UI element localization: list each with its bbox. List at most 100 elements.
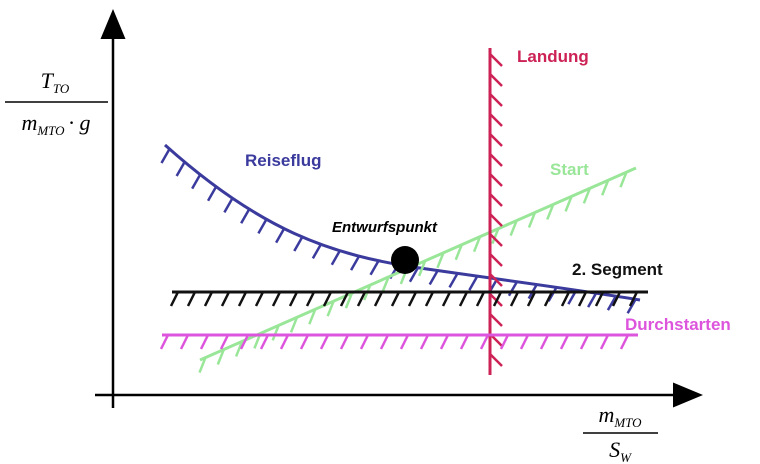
hatch — [279, 334, 290, 350]
hatch — [628, 291, 639, 307]
hatch — [526, 291, 537, 307]
hatch — [441, 291, 452, 307]
hatch — [579, 334, 590, 350]
hatch — [489, 53, 503, 67]
hatch — [619, 334, 630, 350]
hatch — [326, 300, 335, 317]
hatch — [179, 334, 190, 350]
hatch — [288, 291, 299, 307]
hatch — [339, 334, 350, 350]
hatch — [472, 236, 482, 253]
hatch — [308, 308, 317, 325]
hatch — [626, 298, 637, 314]
hatch — [160, 148, 171, 164]
hatch — [311, 243, 322, 259]
hatch — [594, 291, 605, 307]
curve-label: Durchstarten — [625, 315, 731, 334]
hatch — [606, 295, 617, 311]
hatch — [489, 353, 503, 367]
hatch — [424, 291, 435, 307]
curve-label: Start — [550, 160, 589, 179]
y-label-numerator: TTO — [41, 68, 70, 96]
hatch — [489, 273, 503, 287]
hatch — [203, 291, 214, 307]
hatch — [560, 291, 571, 307]
hatch — [373, 291, 384, 307]
hatch — [369, 260, 380, 276]
hatch — [257, 218, 268, 234]
hatch — [305, 291, 316, 307]
hatch — [239, 334, 250, 350]
hatch — [507, 281, 519, 297]
hatch — [448, 272, 459, 288]
hatch — [436, 252, 445, 269]
hatch — [271, 291, 282, 307]
hatch — [599, 334, 610, 350]
hatch — [186, 291, 197, 307]
hatch — [489, 113, 503, 127]
hatch — [293, 236, 304, 252]
curve-label: Reiseflug — [245, 151, 322, 170]
hatch — [390, 291, 401, 307]
hatch — [546, 203, 555, 220]
hatch — [489, 153, 503, 167]
hatch — [381, 276, 390, 293]
hatch — [289, 316, 299, 333]
hatch — [339, 291, 350, 307]
x-label-numerator: mMTO — [598, 402, 642, 430]
hatch — [468, 275, 479, 291]
hatch — [191, 174, 202, 190]
hatch — [587, 292, 598, 308]
hatch — [216, 349, 225, 365]
hatch — [489, 233, 503, 247]
hatch — [509, 220, 518, 237]
hatch — [582, 187, 592, 204]
hatch — [356, 291, 367, 307]
hatch — [234, 340, 244, 357]
hatch — [619, 171, 628, 188]
hatch — [199, 334, 210, 350]
hatch — [206, 186, 218, 202]
hatch — [275, 228, 286, 244]
hatch — [559, 334, 570, 350]
hatch — [491, 228, 500, 245]
curve-label: 2. Segment — [572, 260, 663, 279]
hatch — [417, 260, 427, 277]
hatch — [601, 179, 610, 196]
hatch — [219, 334, 230, 350]
y-label-denominator: mMTO · g — [21, 110, 90, 138]
hatch — [458, 291, 469, 307]
hatch — [489, 93, 503, 107]
hatch — [359, 334, 370, 350]
hatch — [475, 291, 486, 307]
hatch — [539, 334, 550, 350]
hatch — [489, 73, 503, 87]
hatch — [379, 334, 390, 350]
hatch — [527, 212, 537, 228]
hatch — [489, 253, 503, 267]
hatch — [492, 291, 503, 307]
hatch — [509, 291, 520, 307]
hatch — [499, 334, 510, 350]
hatch — [564, 195, 573, 212]
hatch — [543, 291, 554, 307]
x-label-denominator: SW — [609, 437, 632, 464]
hatch — [259, 334, 270, 350]
hatch — [299, 334, 310, 350]
hatch — [220, 291, 231, 307]
design-point — [391, 246, 419, 274]
hatch — [454, 244, 463, 261]
hatch — [489, 313, 503, 327]
hatch — [344, 292, 354, 309]
hatch — [428, 269, 439, 286]
hatch — [240, 208, 251, 224]
hatch — [322, 291, 333, 307]
hatch — [349, 255, 361, 271]
hatch — [419, 334, 430, 350]
hatch — [198, 357, 207, 374]
hatch — [237, 291, 248, 307]
hatch — [319, 334, 330, 350]
hatch — [459, 334, 470, 350]
